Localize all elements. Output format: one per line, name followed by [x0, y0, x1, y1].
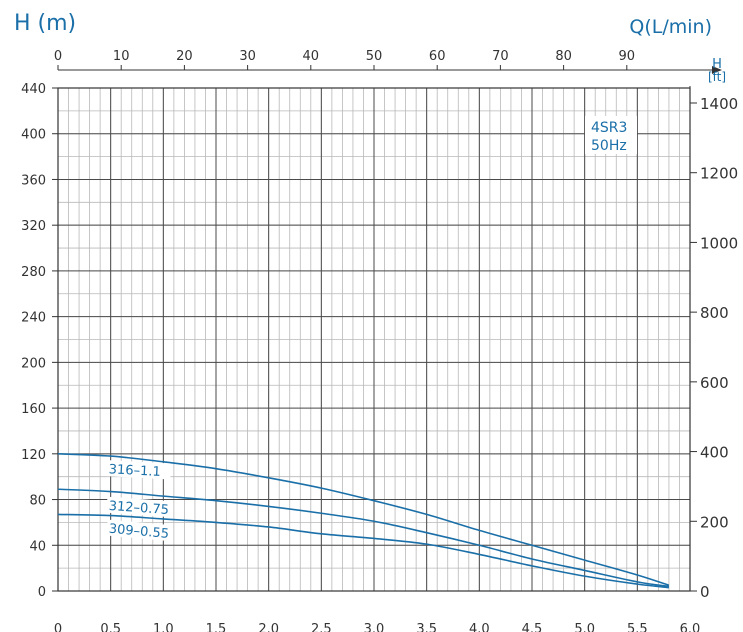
- curve-label-bg: [106, 460, 172, 480]
- left-tick-label: 40: [29, 539, 46, 554]
- curve-309–0.55: [57, 513, 670, 589]
- right-tick-label: 1000: [700, 234, 738, 252]
- curve-label: 316–1.1: [108, 462, 161, 480]
- left-tick-label: 280: [21, 265, 46, 280]
- left-tick-label: 80: [29, 494, 46, 509]
- left-tick-label: 320: [21, 219, 46, 234]
- left-tick-label: 0: [38, 585, 46, 600]
- right-tick-label: 800: [700, 304, 729, 322]
- bottom-tick-label: 5.0: [574, 622, 595, 632]
- left-tick-label: 120: [21, 448, 46, 463]
- curve-label-bg: [106, 496, 172, 518]
- bottom-tick-label: 4.0: [469, 622, 490, 632]
- bottom-tick-label: 3.0: [364, 622, 385, 632]
- bottom-tick-label: 0.5: [100, 622, 121, 632]
- top-tick-label: 90: [619, 49, 636, 64]
- y-axis-title-right: H: [712, 57, 722, 72]
- top-tick-label: 0: [54, 49, 62, 64]
- top-tick-label: 30: [239, 49, 256, 64]
- curve-312–0.75: [57, 488, 670, 588]
- curve-label: 312–0.75: [108, 499, 169, 518]
- curve-label-bg: [106, 519, 172, 542]
- right-tick-label: 1200: [700, 165, 738, 183]
- top-axis-arrow: [712, 66, 722, 74]
- tick-labels: 0 10 20 30 40 50 60 70 80 90 0 40 80 120 160 200 240 280 3…: [21, 49, 738, 632]
- bottom-tick-label: 1.5: [206, 622, 227, 632]
- bottom-tick-label: 1.0: [153, 622, 174, 632]
- right-tick-label: 400: [700, 444, 729, 462]
- top-tick-label: 20: [176, 49, 193, 64]
- left-tick-label: 160: [21, 402, 46, 417]
- pump-curves: 316–1.1 312–0.75 309–0.55: [57, 453, 670, 589]
- y-axis-title-left: H (m): [14, 11, 76, 36]
- right-tick-label: 200: [700, 513, 729, 531]
- curve-label: 309–0.55: [108, 522, 169, 542]
- curve-316–1.1: [57, 453, 670, 587]
- bottom-tick-label: 2.5: [311, 622, 332, 632]
- bottom-tick-label: 6.0: [680, 622, 701, 632]
- x-axis-title-top: Q(L/min): [629, 16, 712, 38]
- top-tick-label: 50: [366, 49, 383, 64]
- left-tick-label: 200: [21, 356, 46, 371]
- model-label-box: [585, 116, 637, 154]
- model-label: 4SR3: [591, 120, 627, 136]
- frequency-label: 50Hz: [591, 138, 627, 154]
- left-tick-label: 400: [21, 128, 46, 143]
- bottom-tick-label: 2.0: [258, 622, 279, 632]
- bottom-tick-label: 3.5: [416, 622, 437, 632]
- left-tick-label: 440: [21, 82, 46, 97]
- top-tick-label: 60: [429, 49, 446, 64]
- bottom-tick-label: 4.5: [522, 622, 543, 632]
- right-tick-label: 0: [700, 583, 710, 601]
- top-tick-label: 10: [113, 49, 130, 64]
- top-tick-label: 40: [303, 49, 320, 64]
- top-tick-label: 70: [492, 49, 509, 64]
- y-axis-unit-right: [ft]: [708, 70, 726, 84]
- bottom-tick-label: 0: [54, 622, 62, 632]
- right-tick-label: 1400: [700, 95, 738, 113]
- bottom-tick-label: 5.5: [627, 622, 648, 632]
- left-tick-label: 240: [21, 311, 46, 326]
- left-tick-label: 360: [21, 173, 46, 188]
- right-tick-label: 600: [700, 374, 729, 392]
- top-tick-label: 80: [555, 49, 572, 64]
- axes: [52, 65, 722, 592]
